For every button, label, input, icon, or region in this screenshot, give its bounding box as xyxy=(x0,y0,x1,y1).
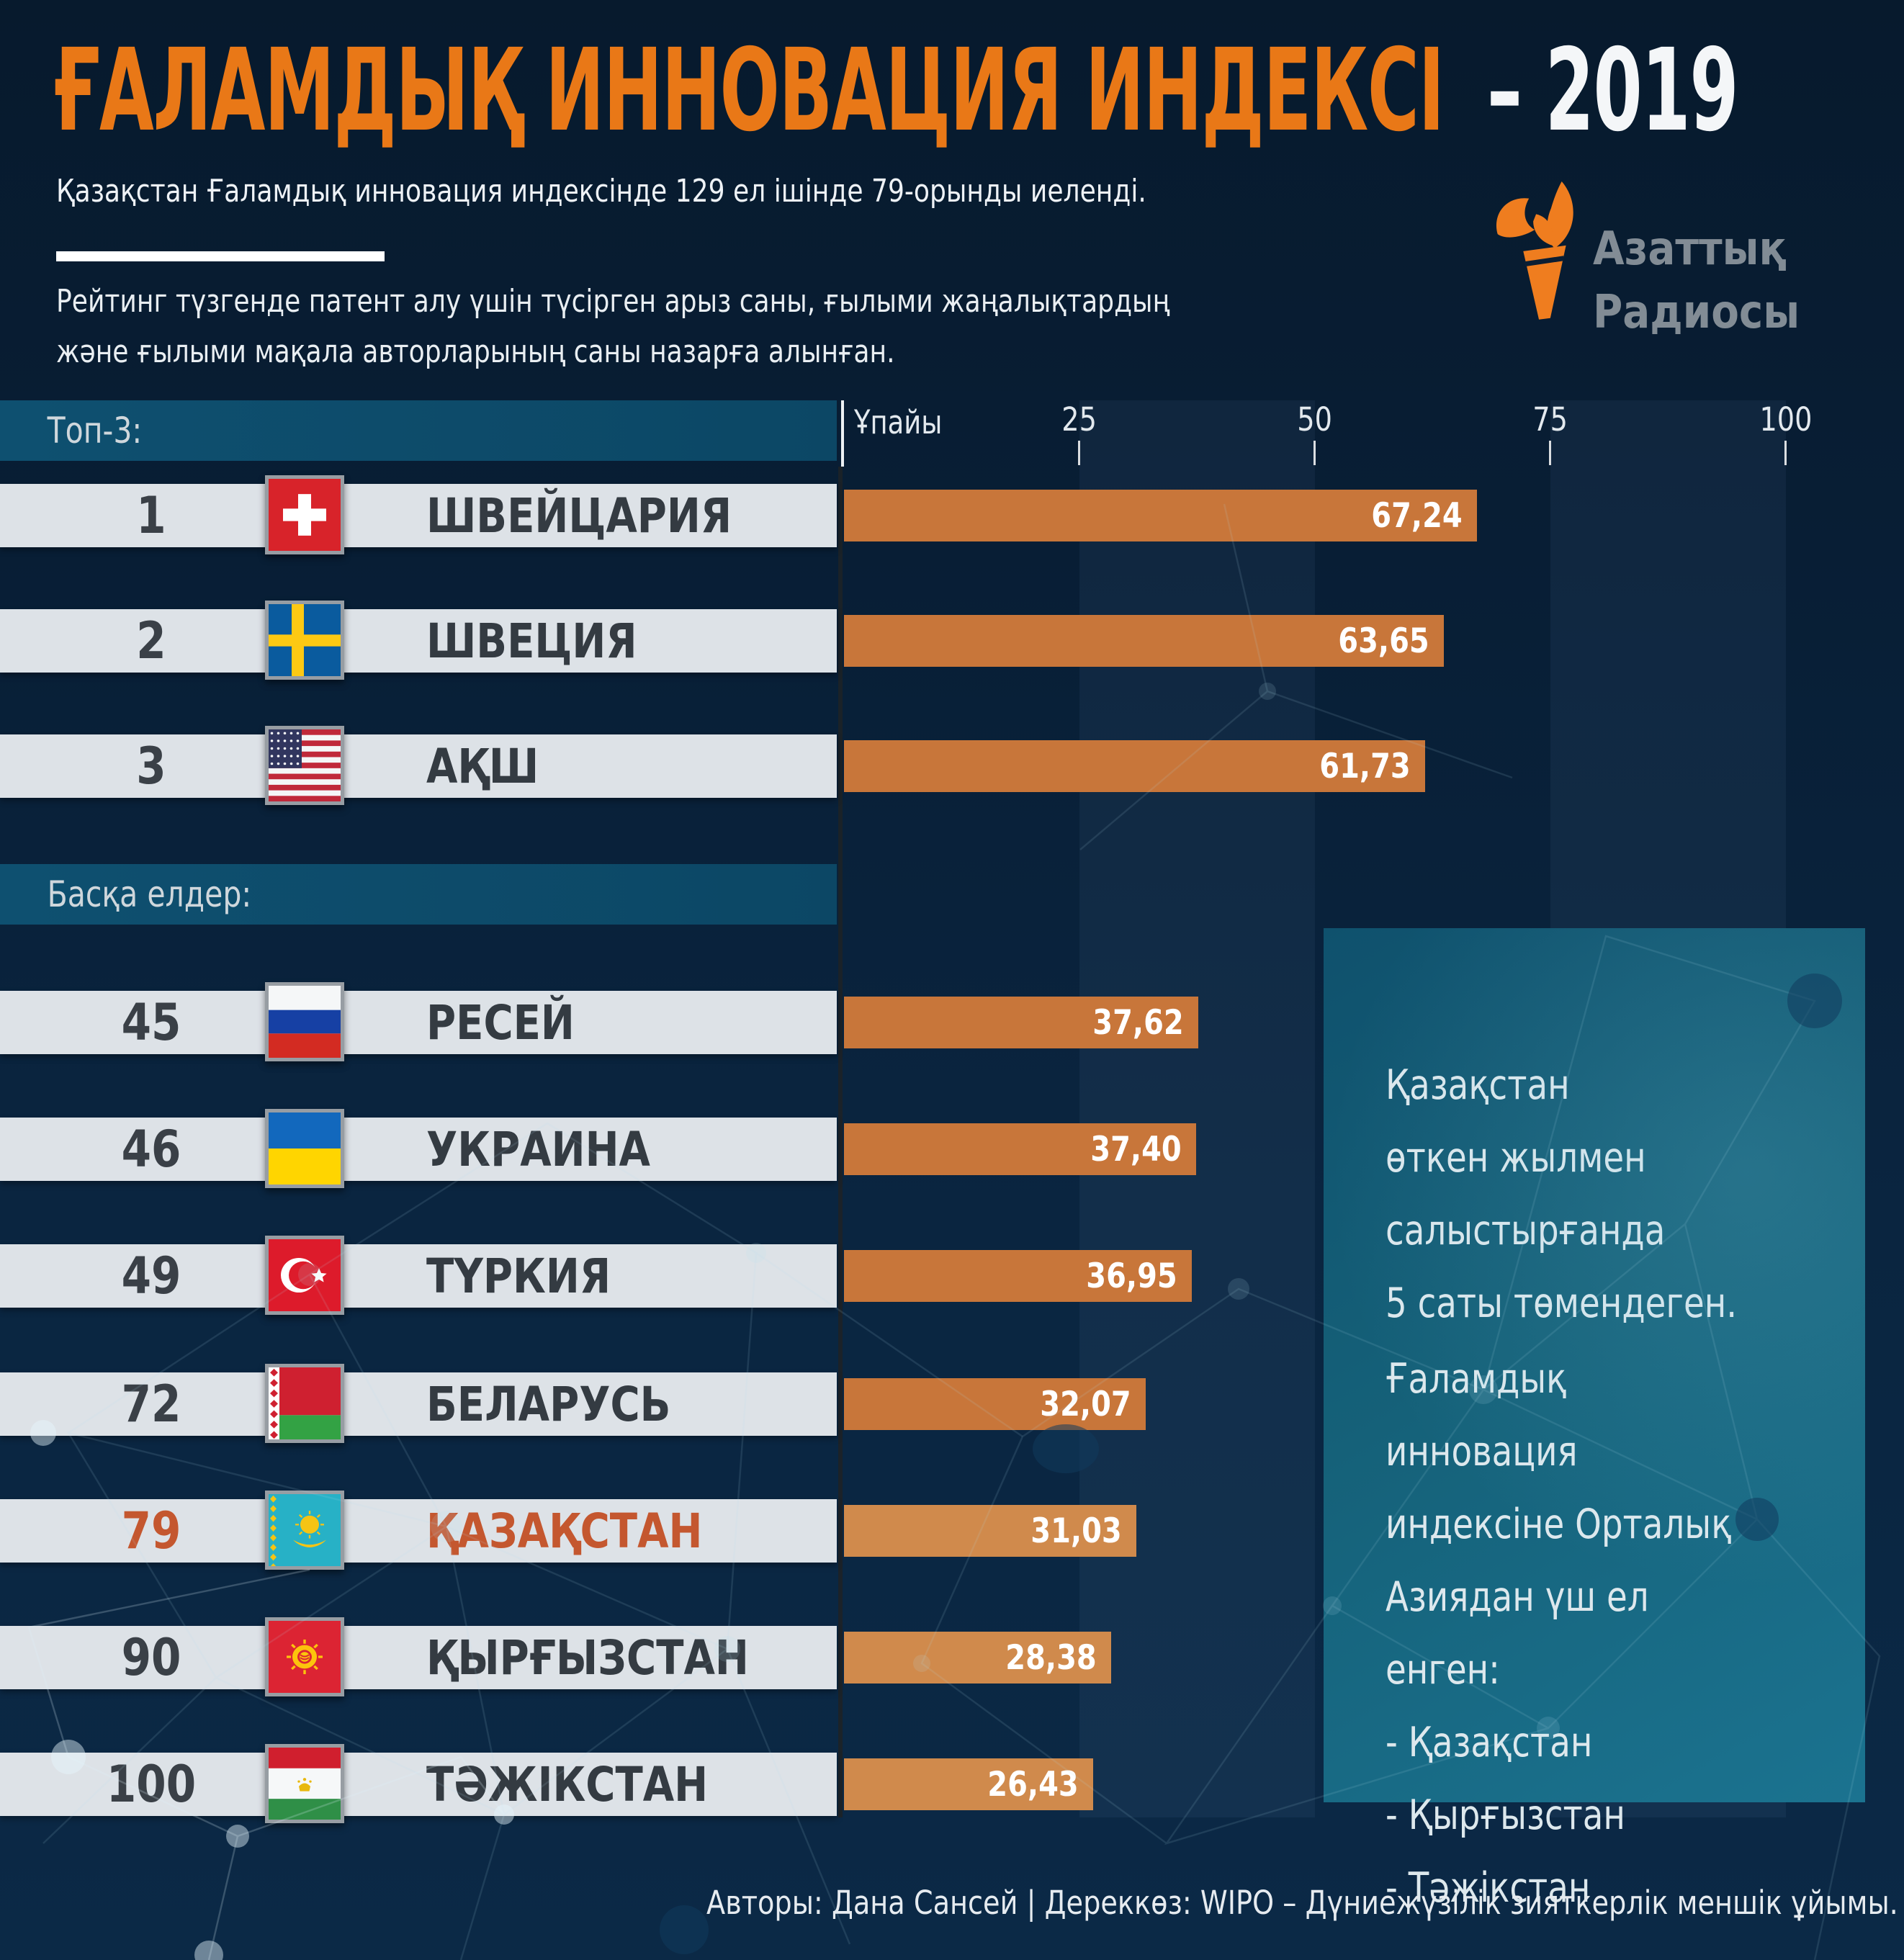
score-value: 63,65 xyxy=(1338,621,1429,661)
country-label: АҚШ xyxy=(426,739,539,794)
divider-line xyxy=(56,251,385,261)
tick-label-100: 100 xyxy=(1759,400,1813,439)
rank-label: 2 xyxy=(136,611,166,670)
score-bar: 28,38 xyxy=(844,1632,1111,1683)
flag-russia-icon xyxy=(265,982,344,1061)
rank-label: 72 xyxy=(121,1375,181,1434)
table-row: 49 ТҮРКИЯ 36,95 xyxy=(0,1236,1904,1315)
rank-label: 79 xyxy=(121,1501,181,1560)
tick-mark-50 xyxy=(1314,441,1316,465)
flag-usa-icon xyxy=(265,726,344,805)
score-value: 32,07 xyxy=(1040,1385,1131,1424)
rank-label: 1 xyxy=(136,486,166,545)
country-label: ТҮРКИЯ xyxy=(426,1249,611,1304)
flag-kyrgyzstan-icon xyxy=(265,1617,344,1696)
side-note-block-1: Қазақстан өткен жылмен салыстырғанда 5 с… xyxy=(1386,1061,1738,1327)
description: Рейтинг түзгенде патент алу үшін түсірге… xyxy=(56,283,1170,371)
table-row: 46 УКРАИНА 37,40 xyxy=(0,1109,1904,1188)
country-label: ҚЫРҒЫЗСТАН xyxy=(426,1630,749,1686)
rank-label: 45 xyxy=(121,993,181,1052)
table-row: 45 РЕСЕЙ 37,62 xyxy=(0,982,1904,1061)
flag-ukraine-icon xyxy=(265,1109,344,1188)
page-title: ҒАЛАМДЫҚ ИННОВАЦИЯ ИНДЕКСІ – 2019 xyxy=(53,24,1739,157)
score-bar: 37,40 xyxy=(844,1123,1196,1175)
side-note-block-2: Ғаламдық инновация индексіне Орталық Ази… xyxy=(1386,1355,1732,1912)
tick-label-75: 75 xyxy=(1532,400,1568,439)
score-value: 26,43 xyxy=(987,1765,1079,1804)
flag-kazakhstan-icon xyxy=(265,1491,344,1570)
table-row: 3 АҚШ 61,73 xyxy=(0,726,1904,805)
score-bar: 36,95 xyxy=(844,1250,1192,1302)
tick-mark-25 xyxy=(1078,441,1080,465)
country-label: БЕЛАРУСЬ xyxy=(426,1377,671,1432)
flag-sweden-icon xyxy=(265,601,344,680)
score-value: 31,03 xyxy=(1030,1511,1122,1551)
page-title-year: – 2019 xyxy=(1486,24,1739,157)
azattyq-logo-text: Азаттық Радиосы xyxy=(1593,222,1800,339)
score-bar: 61,73 xyxy=(844,740,1425,792)
axis-origin-tick xyxy=(841,400,844,467)
country-label: РЕСЕЙ xyxy=(426,995,575,1051)
country-label: ШВЕЦИЯ xyxy=(426,613,637,669)
score-value: 37,62 xyxy=(1092,1003,1184,1043)
table-row: 72 БЕЛАРУСЬ 32,07 xyxy=(0,1364,1904,1443)
score-value: 61,73 xyxy=(1319,747,1411,786)
table-row: 79 ҚАЗАҚСТАН 31,03 xyxy=(0,1491,1904,1570)
country-label: УКРАИНА xyxy=(426,1122,650,1177)
table-row: 90 ҚЫРҒЫЗСТАН 28,38 xyxy=(0,1617,1904,1696)
axis-line xyxy=(838,467,843,1817)
score-value: 36,95 xyxy=(1086,1257,1177,1296)
score-value: 37,40 xyxy=(1090,1130,1182,1169)
tick-label-50: 50 xyxy=(1297,400,1333,439)
rank-label: 100 xyxy=(106,1755,197,1814)
flag-belarus-icon xyxy=(265,1364,344,1443)
table-row: 2 ШВЕЦИЯ 63,65 xyxy=(0,601,1904,680)
section-header-others: Басқа елдер: xyxy=(0,864,837,925)
subtitle: Қазақстан Ғаламдық инновация индексінде … xyxy=(56,173,1146,210)
country-label: ТӘЖІКСТАН xyxy=(426,1757,709,1812)
rank-label: 90 xyxy=(121,1628,181,1687)
score-value: 28,38 xyxy=(1005,1638,1097,1678)
country-label: ҚАЗАҚСТАН xyxy=(426,1503,703,1559)
table-row: 100 ТӘЖІКСТАН 26,43 xyxy=(0,1744,1904,1823)
tick-mark-75 xyxy=(1549,441,1551,465)
page-title-main: ҒАЛАМДЫҚ ИННОВАЦИЯ ИНДЕКСІ xyxy=(53,24,1445,157)
azattyq-torch-icon xyxy=(1496,181,1573,320)
flag-switzerland-icon xyxy=(265,475,344,554)
table-row: 1 ШВЕЙЦАРИЯ 67,24 xyxy=(0,475,1904,554)
tick-label-25: 25 xyxy=(1061,400,1097,439)
rank-label: 49 xyxy=(121,1246,181,1305)
score-bar: 32,07 xyxy=(844,1378,1146,1430)
axis-title: Ұпайы xyxy=(854,403,943,441)
side-note-panel: Қазақстан өткен жылмен салыстырғанда 5 с… xyxy=(1324,928,1865,1912)
score-bar: 63,65 xyxy=(844,615,1444,667)
flag-turkey-icon xyxy=(265,1236,344,1315)
footer-credits: Авторы: Дана Сансей | Дереккөз: WIPO – Д… xyxy=(706,1884,1898,1922)
rank-label: 46 xyxy=(121,1120,181,1179)
score-value: 67,24 xyxy=(1371,496,1463,536)
rank-label: 3 xyxy=(136,737,166,796)
tick-mark-100 xyxy=(1784,441,1787,465)
country-label: ШВЕЙЦАРИЯ xyxy=(426,488,732,544)
score-bar: 26,43 xyxy=(844,1758,1093,1810)
section-header-top3: Топ-3: xyxy=(0,400,837,461)
score-bar: 37,62 xyxy=(844,997,1198,1048)
flag-tajikistan-icon xyxy=(265,1744,344,1823)
score-bar: 31,03 xyxy=(844,1505,1136,1557)
score-bar: 67,24 xyxy=(844,490,1477,541)
